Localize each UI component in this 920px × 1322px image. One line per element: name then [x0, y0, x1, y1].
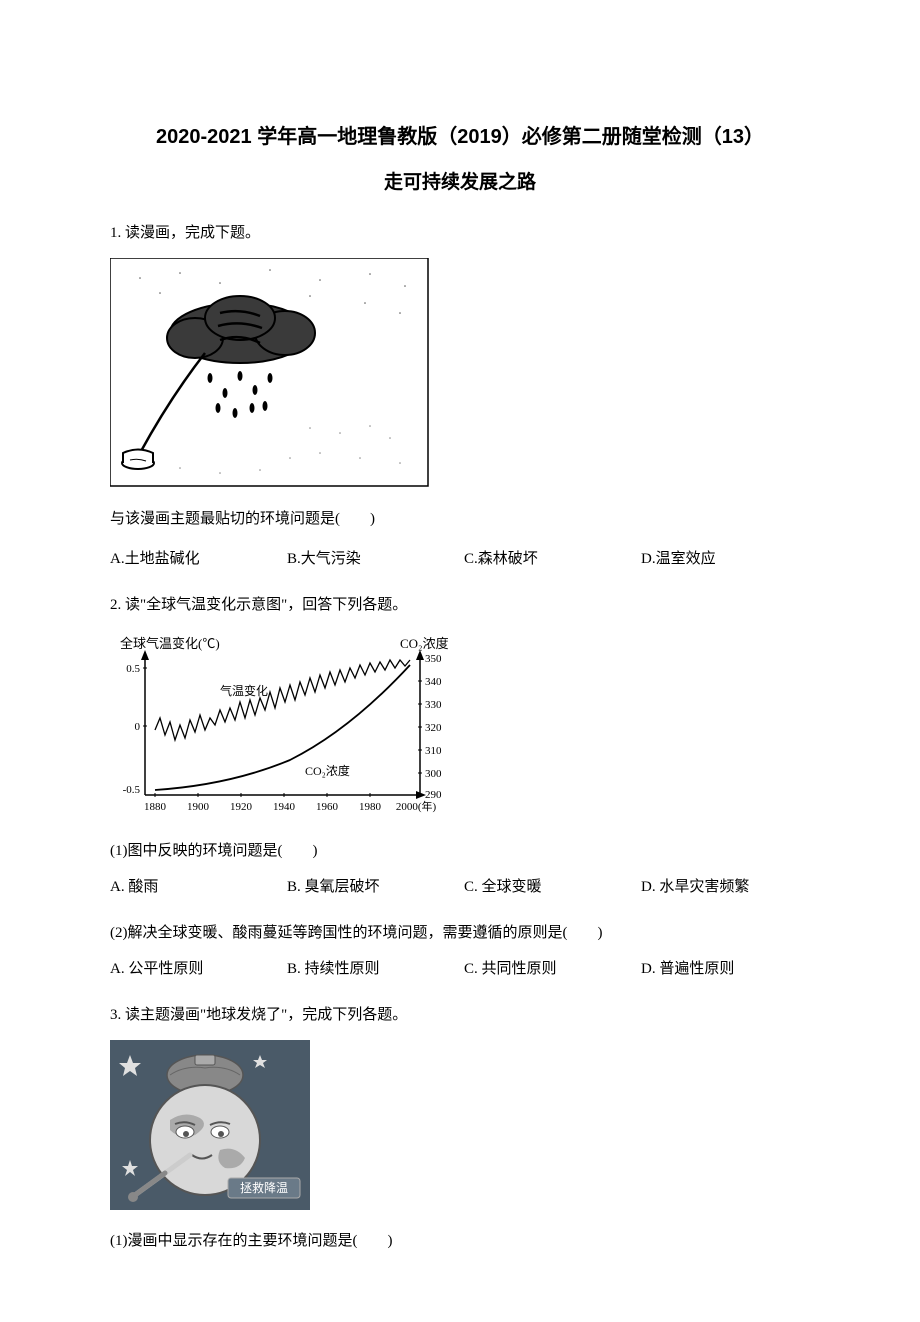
- svg-text:0.5: 0.5: [126, 663, 140, 675]
- q2-1-opt-d: D. 水旱灾害频繁: [641, 872, 810, 902]
- svg-text:300: 300: [425, 768, 442, 780]
- q1-opt-d: D.温室效应: [641, 544, 810, 574]
- q1-opt-b: B.大气污染: [287, 544, 456, 574]
- q2-1-opt-b: B. 臭氧层破坏: [287, 872, 456, 902]
- q2-sub1: (1)图中反映的环境问题是( ): [110, 836, 810, 866]
- q2-1-opt-a: A. 酸雨: [110, 872, 279, 902]
- q2-opts1: A. 酸雨 B. 臭氧层破坏 C. 全球变暖 D. 水旱灾害频繁: [110, 872, 810, 902]
- temp-curve: [155, 660, 410, 740]
- svg-text:340: 340: [425, 676, 442, 688]
- q3-figure: 拯救降温: [110, 1040, 810, 1210]
- svg-text:拯救降温: 拯救降温: [240, 1180, 288, 1195]
- svg-text:2000(年): 2000(年): [396, 799, 437, 813]
- q1-opt-c: C.森林破坏: [464, 544, 633, 574]
- q2-2-opt-a: A. 公平性原则: [110, 954, 279, 984]
- q2-1-opt-c: C. 全球变暖: [464, 872, 633, 902]
- svg-text:1980: 1980: [359, 801, 382, 813]
- q2-opts2: A. 公平性原则 B. 持续性原则 C. 共同性原则 D. 普遍性原则: [110, 954, 810, 984]
- svg-text:CO₂浓度: CO₂浓度: [305, 763, 350, 778]
- q3-sub1: (1)漫画中显示存在的主要环境问题是( ): [110, 1226, 810, 1256]
- q3-stem: 3. 读主题漫画"地球发烧了"，完成下列各题。: [110, 1000, 810, 1030]
- svg-text:350: 350: [425, 653, 442, 665]
- svg-text:气温变化: 气温变化: [220, 683, 268, 698]
- q2-chart: 全球气温变化(℃) CO₂浓度 0.5 0 -0.5 350 340 330 3…: [110, 630, 810, 820]
- svg-text:290: 290: [425, 789, 442, 801]
- q1-stem: 1. 读漫画，完成下题。: [110, 218, 810, 248]
- q1-options: A.土地盐碱化 B.大气污染 C.森林破坏 D.温室效应: [110, 544, 810, 574]
- tree-stump-icon: [122, 450, 154, 470]
- q2-2-opt-b: B. 持续性原则: [287, 954, 456, 984]
- q2-2-opt-c: C. 共同性原则: [464, 954, 633, 984]
- svg-text:CO₂浓度: CO₂浓度: [400, 636, 449, 651]
- q2-stem: 2. 读"全球气温变化示意图"，回答下列各题。: [110, 590, 810, 620]
- svg-text:1940: 1940: [273, 801, 296, 813]
- svg-text:1960: 1960: [316, 801, 339, 813]
- page-subtitle: 走可持续发展之路: [110, 167, 810, 194]
- svg-text:全球气温变化(℃): 全球气温变化(℃): [120, 636, 220, 651]
- svg-text:330: 330: [425, 699, 442, 711]
- svg-text:0: 0: [135, 721, 141, 733]
- svg-text:320: 320: [425, 722, 442, 734]
- q2-2-opt-d: D. 普遍性原则: [641, 954, 810, 984]
- page-title: 2020-2021 学年高一地理鲁教版（2019）必修第二册随堂检测（13）: [110, 120, 810, 149]
- q1-figure: [110, 258, 810, 488]
- svg-text:310: 310: [425, 745, 442, 757]
- q1-opt-a: A.土地盐碱化: [110, 544, 279, 574]
- svg-text:1880: 1880: [144, 801, 167, 813]
- svg-text:-0.5: -0.5: [123, 784, 141, 796]
- q2-sub2: (2)解决全球变暖、酸雨蔓延等跨国性的环境问题，需要遵循的原则是( ): [110, 918, 810, 948]
- svg-text:1920: 1920: [230, 801, 253, 813]
- q1-prompt: 与该漫画主题最贴切的环境问题是( ): [110, 504, 810, 534]
- svg-text:1900: 1900: [187, 801, 210, 813]
